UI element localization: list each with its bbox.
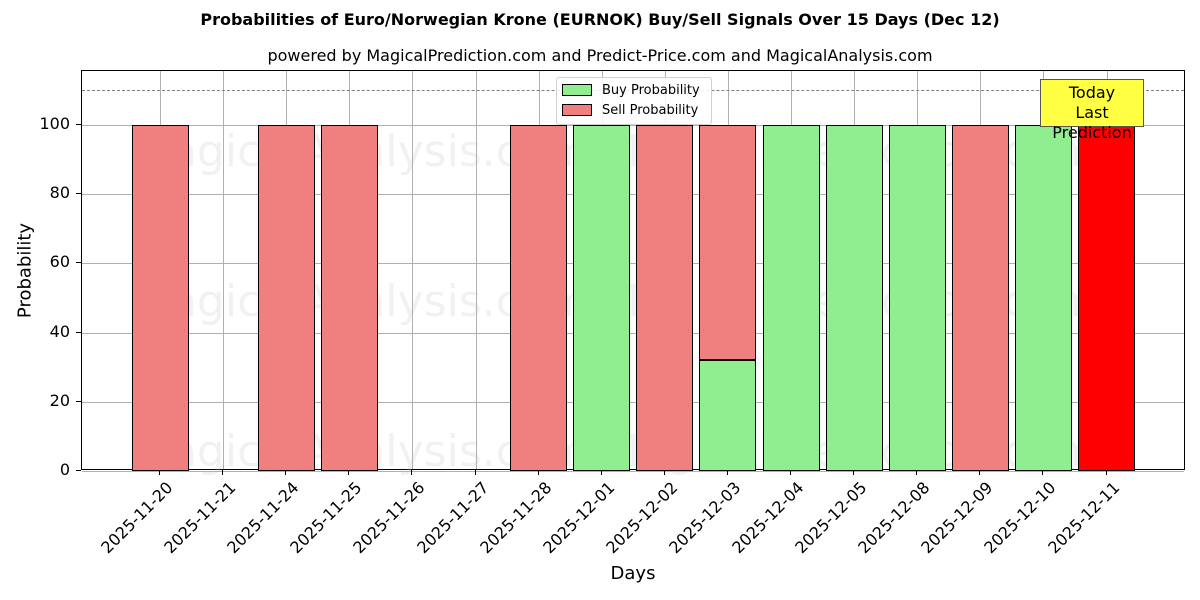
bar-sell	[320, 125, 378, 471]
bar-sell	[951, 125, 1009, 471]
gridline-vertical	[412, 71, 414, 469]
x-tick-mark	[663, 470, 665, 475]
x-tick-mark	[1042, 470, 1044, 475]
gridline-horizontal	[82, 194, 1184, 196]
chart-subtitle: powered by MagicalPrediction.com and Pre…	[267, 46, 933, 65]
y-tick-label: 20	[49, 390, 70, 410]
gridline-horizontal	[82, 401, 1184, 403]
bar-sell	[699, 125, 757, 361]
y-tick-label: 100	[39, 114, 70, 133]
bar-buy	[699, 360, 757, 471]
gridline-horizontal	[82, 332, 1184, 334]
y-tick-mark	[76, 193, 81, 195]
x-tick-mark	[790, 470, 791, 475]
x-tick-mark	[1105, 470, 1107, 475]
legend-label-buy: Buy Probability	[602, 82, 700, 98]
plot-area: MagicalAnalysis.comMagicalPrediction.com…	[81, 70, 1185, 477]
legend-label-sell: Sell Probability	[602, 102, 699, 118]
legend-item-sell: Sell Probability	[562, 101, 698, 119]
x-tick-mark	[474, 470, 476, 475]
x-tick-mark	[853, 470, 855, 475]
y-tick-mark	[76, 124, 81, 125]
x-tick-mark	[537, 470, 539, 475]
y-tick-mark	[76, 400, 81, 402]
bar-today	[1078, 125, 1135, 471]
y-tick-label: 60	[49, 252, 70, 272]
bar-buy	[573, 125, 631, 471]
y-tick-label: 80	[49, 183, 70, 203]
legend: Buy Probability Sell Probability	[556, 77, 712, 125]
bar-sell	[510, 125, 568, 471]
gridline-horizontal	[82, 471, 1184, 472]
annotation-line-2: Last Prediction	[1052, 103, 1132, 142]
x-axis-label: Days	[610, 563, 656, 584]
x-tick-mark	[411, 470, 413, 475]
bar-buy	[888, 125, 946, 471]
y-tick-mark	[76, 331, 81, 333]
gridline-horizontal	[82, 125, 1184, 126]
bar-buy	[1014, 125, 1072, 471]
y-tick-mark	[76, 470, 81, 471]
x-tick-mark	[348, 470, 350, 475]
y-tick-mark	[76, 262, 81, 264]
bar-sell	[636, 125, 694, 471]
today-annotation: Today Last Prediction	[1040, 79, 1144, 142]
bar-buy	[762, 125, 820, 471]
bar-sell	[131, 125, 189, 471]
sell-swatch	[562, 104, 592, 116]
x-tick-mark	[979, 470, 981, 475]
buy-swatch	[562, 84, 592, 96]
gridline-vertical	[475, 71, 477, 469]
x-tick-mark	[285, 470, 287, 475]
x-tick-mark	[726, 470, 728, 475]
gridline-vertical	[223, 71, 225, 469]
bar-sell	[257, 125, 315, 471]
bar-buy	[825, 125, 883, 471]
gridline-horizontal	[82, 263, 1184, 265]
legend-item-buy: Buy Probability	[562, 81, 700, 99]
chart-title: Probabilities of Euro/Norwegian Krone (E…	[200, 10, 1000, 29]
y-tick-label: 40	[49, 321, 70, 341]
y-tick-label: 0	[59, 460, 70, 479]
x-tick-mark	[600, 470, 602, 475]
x-tick-mark	[916, 470, 918, 475]
x-tick-mark	[159, 470, 160, 475]
x-tick-mark	[222, 470, 224, 475]
annotation-line-1: Today	[1068, 83, 1116, 102]
y-axis-label: Probability	[14, 222, 36, 319]
